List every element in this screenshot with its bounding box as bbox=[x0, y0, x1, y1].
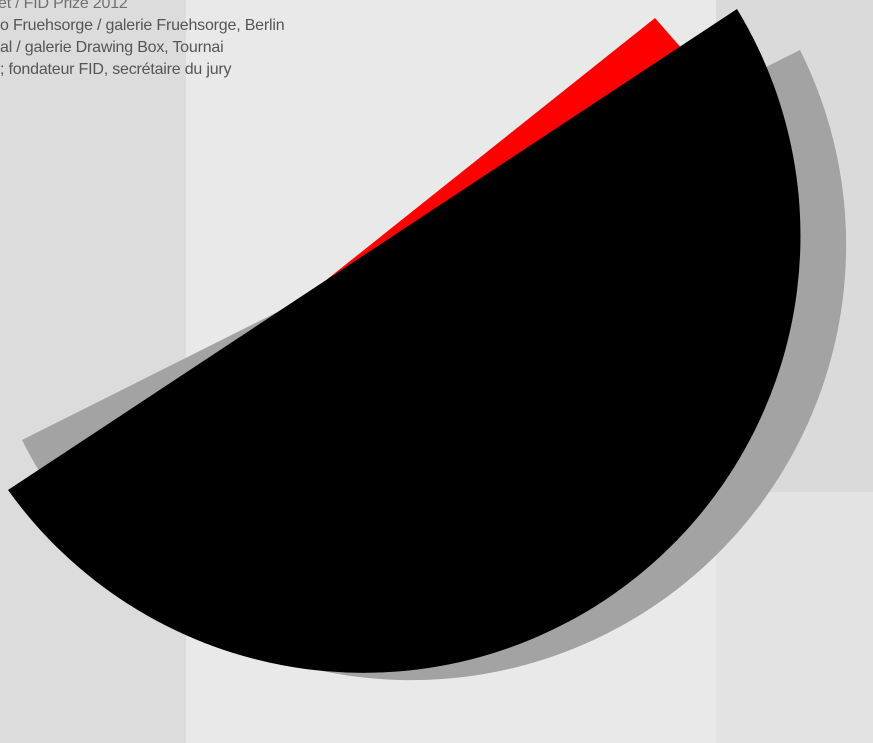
jury-credits: et / FID Prize 2012 o Fruehsorge / galer… bbox=[0, 0, 285, 81]
credit-line-2: o Fruehsorge / galerie Fruehsorge, Berli… bbox=[0, 17, 285, 34]
credit-line-3: al / galerie Drawing Box, Tournai bbox=[0, 39, 224, 56]
credit-line-1: et / FID Prize 2012 bbox=[0, 0, 128, 12]
credit-line-4: ; fondateur FID, secrétaire du jury bbox=[0, 61, 232, 78]
black-semicircle bbox=[8, 9, 801, 673]
red-wedge bbox=[320, 18, 690, 285]
